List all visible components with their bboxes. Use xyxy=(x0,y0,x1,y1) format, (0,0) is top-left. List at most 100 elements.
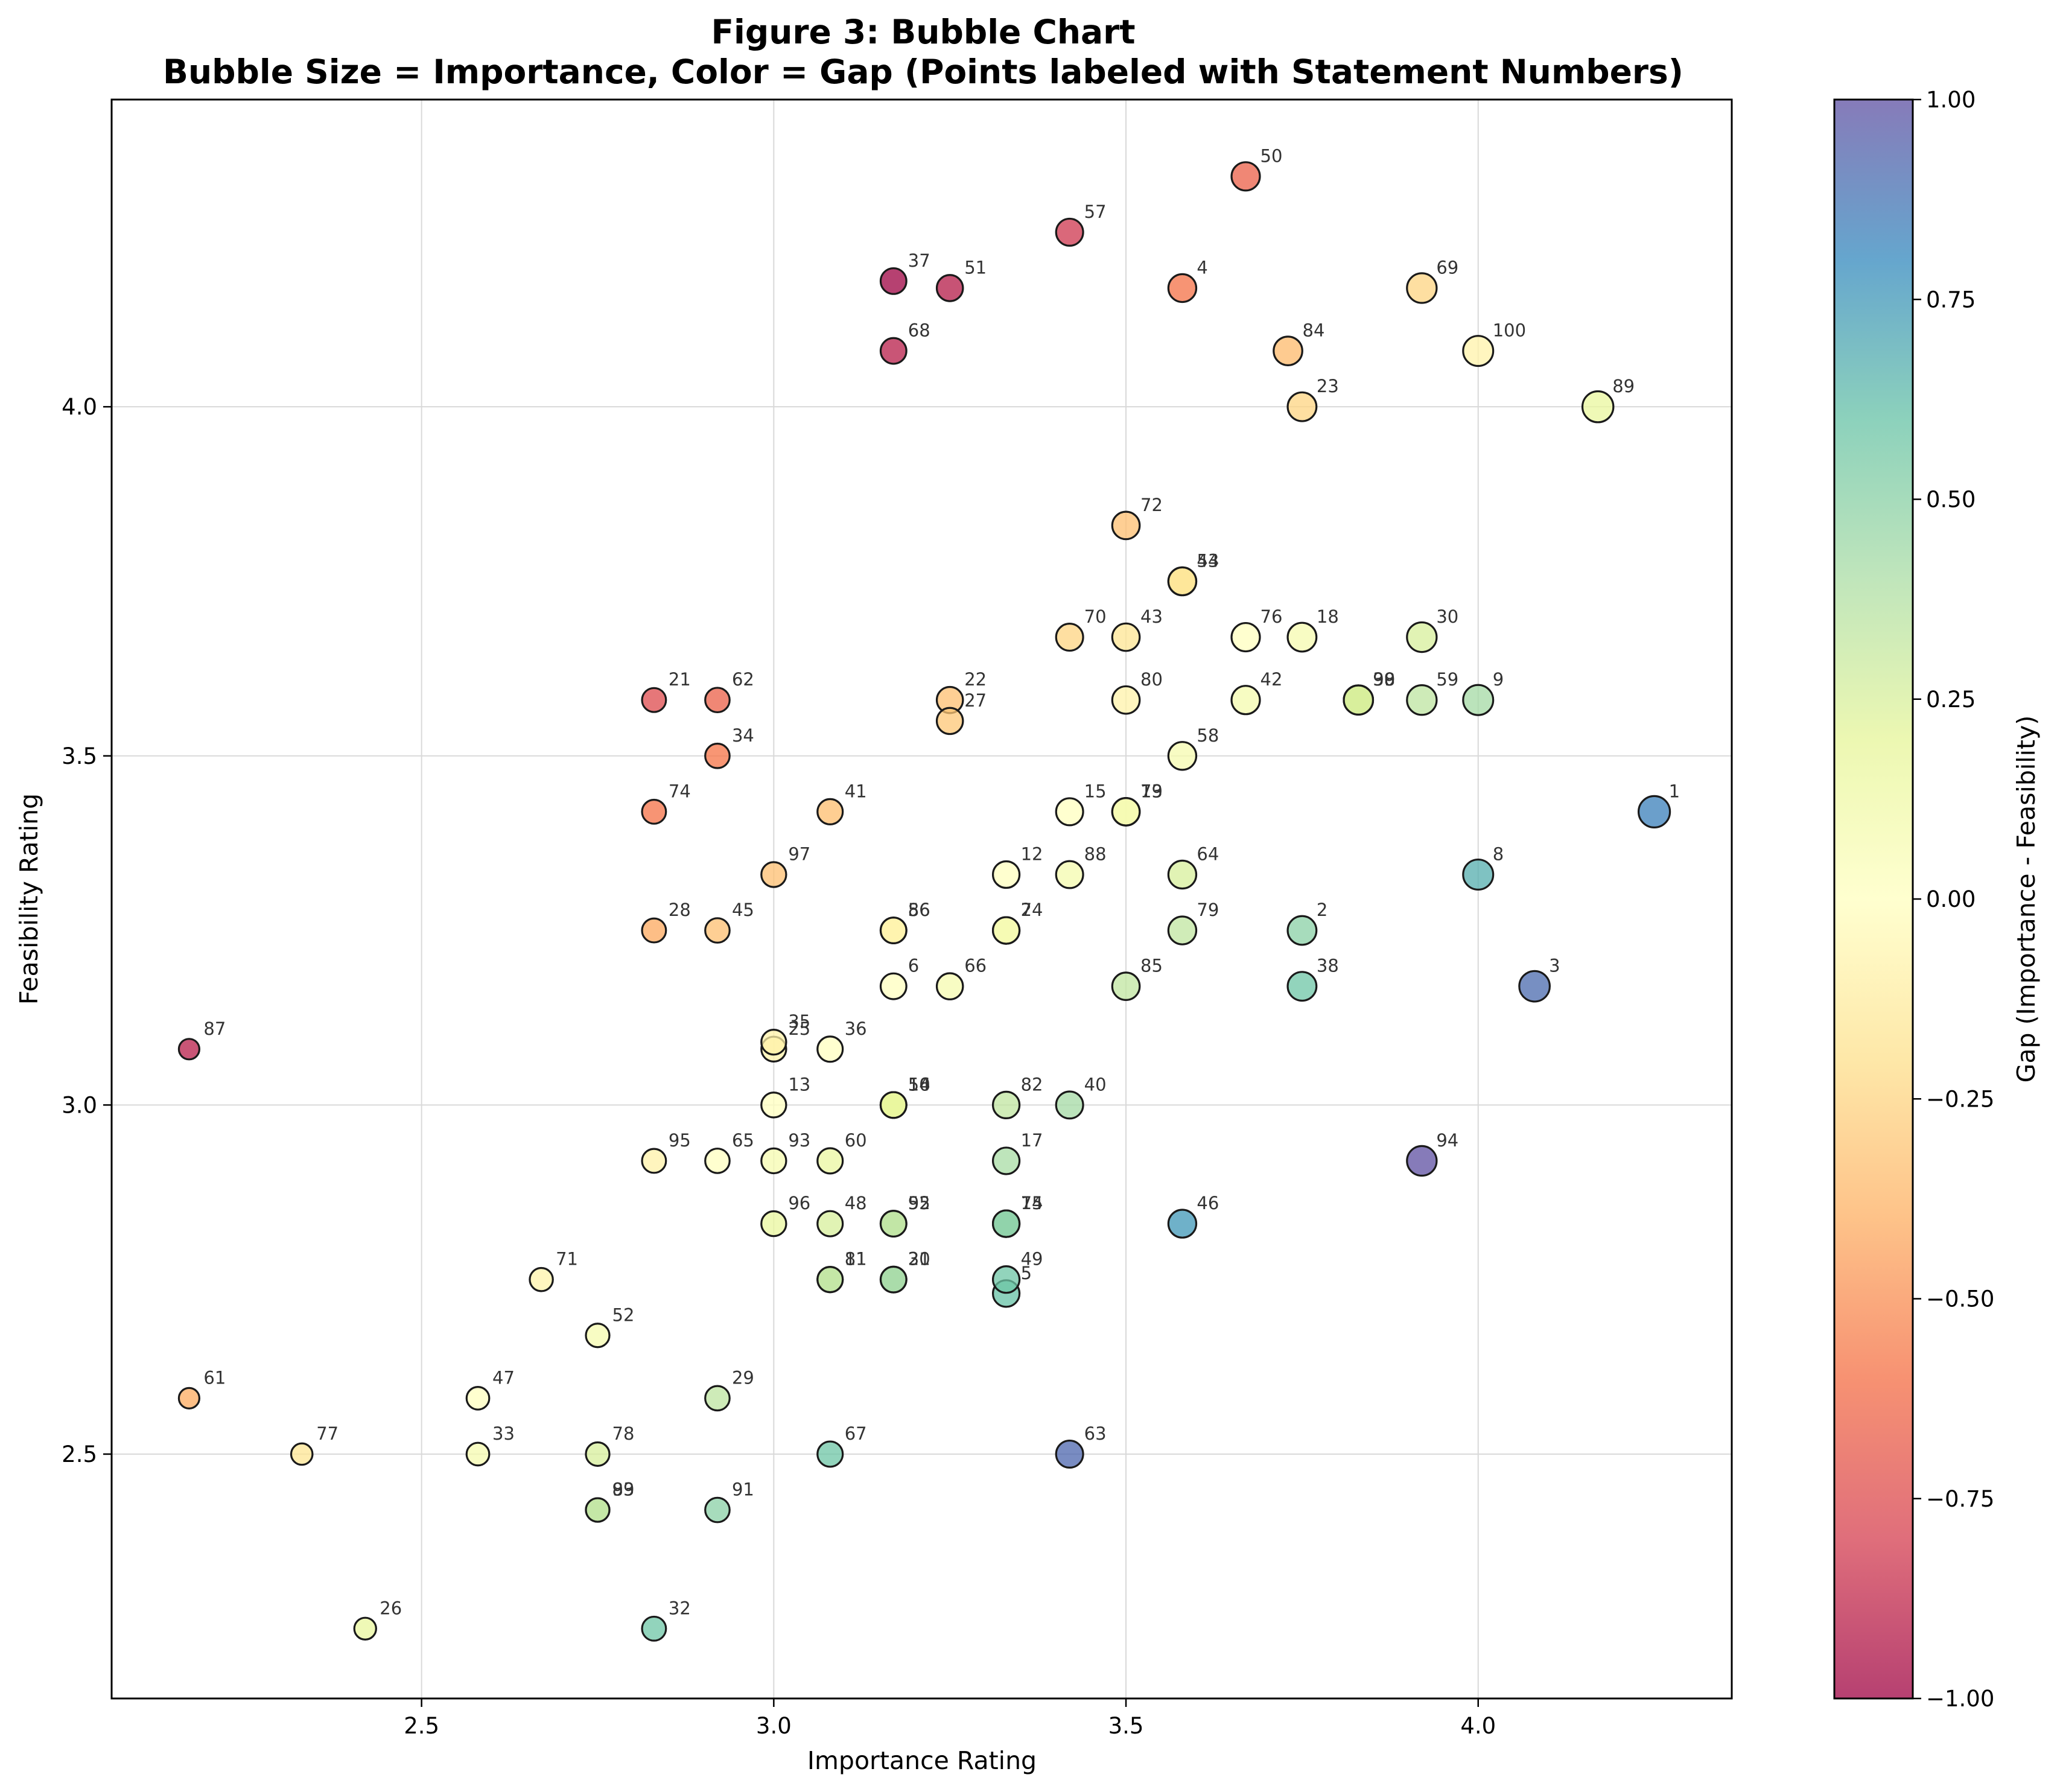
bubble-point xyxy=(1518,970,1551,1003)
point-label: 30 xyxy=(1436,606,1458,627)
chart-subtitle: Bubble Size = Importance, Color = Gap (P… xyxy=(163,52,1683,91)
bubble-layer xyxy=(177,161,1671,1642)
point-label: 54 xyxy=(908,1074,930,1095)
point-label: 46 xyxy=(1197,1193,1219,1213)
point-label: 94 xyxy=(1436,1130,1458,1151)
point-label: 66 xyxy=(964,956,987,976)
bubble-point xyxy=(704,1148,731,1174)
colorbar-tick-label: −1.00 xyxy=(1926,1686,1994,1712)
point-label: 2 xyxy=(1317,900,1327,920)
x-tick-label: 3.0 xyxy=(756,1713,792,1739)
bubble-point xyxy=(1286,621,1318,653)
bubble-point xyxy=(879,1210,908,1238)
colorbar-tick-label: −0.75 xyxy=(1926,1486,1994,1512)
point-label: 23 xyxy=(1317,376,1339,396)
bubble-point xyxy=(1273,335,1303,366)
bubble-point xyxy=(1581,390,1615,424)
point-label: 73 xyxy=(1140,781,1163,801)
bubble-point xyxy=(816,1440,844,1468)
bubble-point xyxy=(1462,335,1495,367)
point-label: 53 xyxy=(1197,550,1219,571)
colorbar-label: Gap (Importance - Feasibility) xyxy=(2012,716,2041,1083)
bubble-point xyxy=(1286,915,1318,946)
bubble-point xyxy=(585,1497,611,1523)
bubble-point xyxy=(816,798,844,825)
bubble-point xyxy=(177,1038,201,1061)
colorbar-gradient xyxy=(1833,98,1914,1700)
bubble-point xyxy=(704,1496,731,1524)
bubble-point xyxy=(1111,971,1141,1002)
bubble-point xyxy=(935,707,964,736)
point-label: 71 xyxy=(556,1249,578,1269)
point-label: 76 xyxy=(1260,606,1283,627)
point-label: 98 xyxy=(1373,669,1395,690)
bubble-point xyxy=(529,1266,554,1292)
point-label: 1 xyxy=(1669,781,1680,801)
point-label: 64 xyxy=(1197,844,1219,864)
point-label: 4 xyxy=(1197,257,1207,278)
bubble-point xyxy=(641,1615,667,1642)
point-label: 37 xyxy=(908,250,930,271)
point-label: 40 xyxy=(1084,1074,1107,1095)
bubble-point xyxy=(991,1265,1021,1294)
bubble-point xyxy=(879,267,908,295)
bubble-point xyxy=(704,687,731,714)
bubble-point xyxy=(1286,391,1318,422)
point-label: 55 xyxy=(908,1193,930,1213)
bubble-point xyxy=(879,1091,908,1119)
bubble-point xyxy=(641,798,667,825)
x-axis-label: Importance Rating xyxy=(807,1746,1037,1775)
bubble-point xyxy=(585,1323,611,1349)
point-label: 24 xyxy=(1021,900,1043,920)
point-label: 87 xyxy=(203,1018,226,1039)
point-label: 70 xyxy=(1084,606,1107,627)
point-label: 49 xyxy=(1021,1249,1043,1269)
bubble-point xyxy=(991,1209,1021,1238)
point-label: 83 xyxy=(612,1479,635,1500)
plot-frame xyxy=(110,98,1733,1700)
bubble-point xyxy=(991,916,1021,945)
point-label: 12 xyxy=(1021,844,1043,864)
bubble-point xyxy=(1230,685,1261,716)
bubble-point xyxy=(1637,795,1671,828)
colorbar-tick-label: −0.50 xyxy=(1926,1286,1994,1312)
point-label: 34 xyxy=(732,725,754,746)
point-label: 21 xyxy=(669,669,691,690)
bubble-point xyxy=(879,1265,908,1294)
chart-title: Figure 3: Bubble Chart xyxy=(711,13,1135,51)
x-tick-label: 2.5 xyxy=(404,1713,439,1739)
point-label: 29 xyxy=(732,1367,754,1388)
bubble-point xyxy=(1230,621,1261,653)
point-label: 36 xyxy=(845,1018,867,1039)
bubble-point xyxy=(290,1442,314,1466)
bubble-point xyxy=(641,917,667,944)
axis-ticks: 2.5 3.0 3.5 4.0 2.5 3.0 3.5 4.0 xyxy=(62,394,1496,1739)
point-label: 10 xyxy=(908,1074,930,1095)
point-label: 90 xyxy=(1373,669,1395,690)
colorbar-tick-label: 0.25 xyxy=(1926,687,1976,713)
point-label: 56 xyxy=(908,900,930,920)
x-tick-label: 4.0 xyxy=(1460,1713,1496,1739)
bubble-point xyxy=(1462,858,1495,891)
point-label: 8 xyxy=(1493,844,1504,864)
point-label: 9 xyxy=(1493,669,1504,690)
point-label: 52 xyxy=(612,1304,635,1325)
point-label: 81 xyxy=(845,1249,867,1269)
bubble-point xyxy=(704,1385,731,1412)
point-label: 75 xyxy=(1021,1193,1043,1213)
bubble-point xyxy=(704,742,731,769)
bubble-point xyxy=(641,1148,667,1174)
bubble-point xyxy=(1343,684,1375,716)
bubble-point xyxy=(1406,1145,1438,1177)
colorbar-tick-label: 0.50 xyxy=(1926,487,1976,513)
bubble-point xyxy=(1286,971,1318,1002)
bubble-point xyxy=(760,1147,787,1175)
point-label: 14 xyxy=(1021,1193,1043,1213)
point-label: 11 xyxy=(845,1249,867,1269)
y-tick-label: 4.0 xyxy=(62,394,97,420)
point-label: 6 xyxy=(908,956,919,976)
point-label: 82 xyxy=(1021,1074,1043,1095)
point-label: 45 xyxy=(732,900,754,920)
point-label: 43 xyxy=(1140,606,1163,627)
bubble-point xyxy=(1167,741,1198,771)
